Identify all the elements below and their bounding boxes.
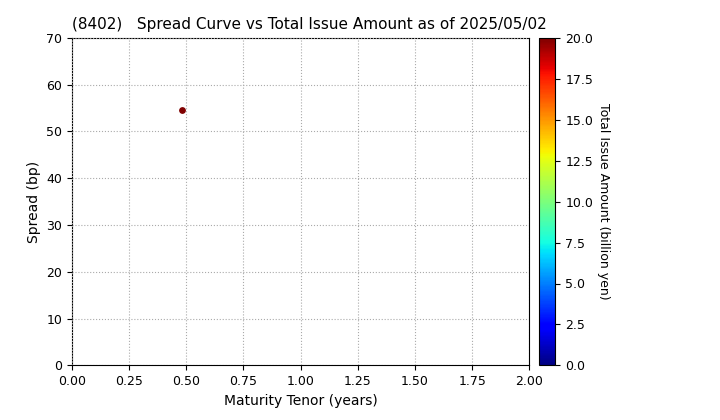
Y-axis label: Total Issue Amount (billion yen): Total Issue Amount (billion yen) [597, 103, 610, 300]
X-axis label: Maturity Tenor (years): Maturity Tenor (years) [224, 394, 377, 408]
Text: (8402)   Spread Curve vs Total Issue Amount as of 2025/05/02: (8402) Spread Curve vs Total Issue Amoun… [72, 18, 546, 32]
Y-axis label: Spread (bp): Spread (bp) [27, 160, 41, 243]
Point [176, 107, 187, 114]
